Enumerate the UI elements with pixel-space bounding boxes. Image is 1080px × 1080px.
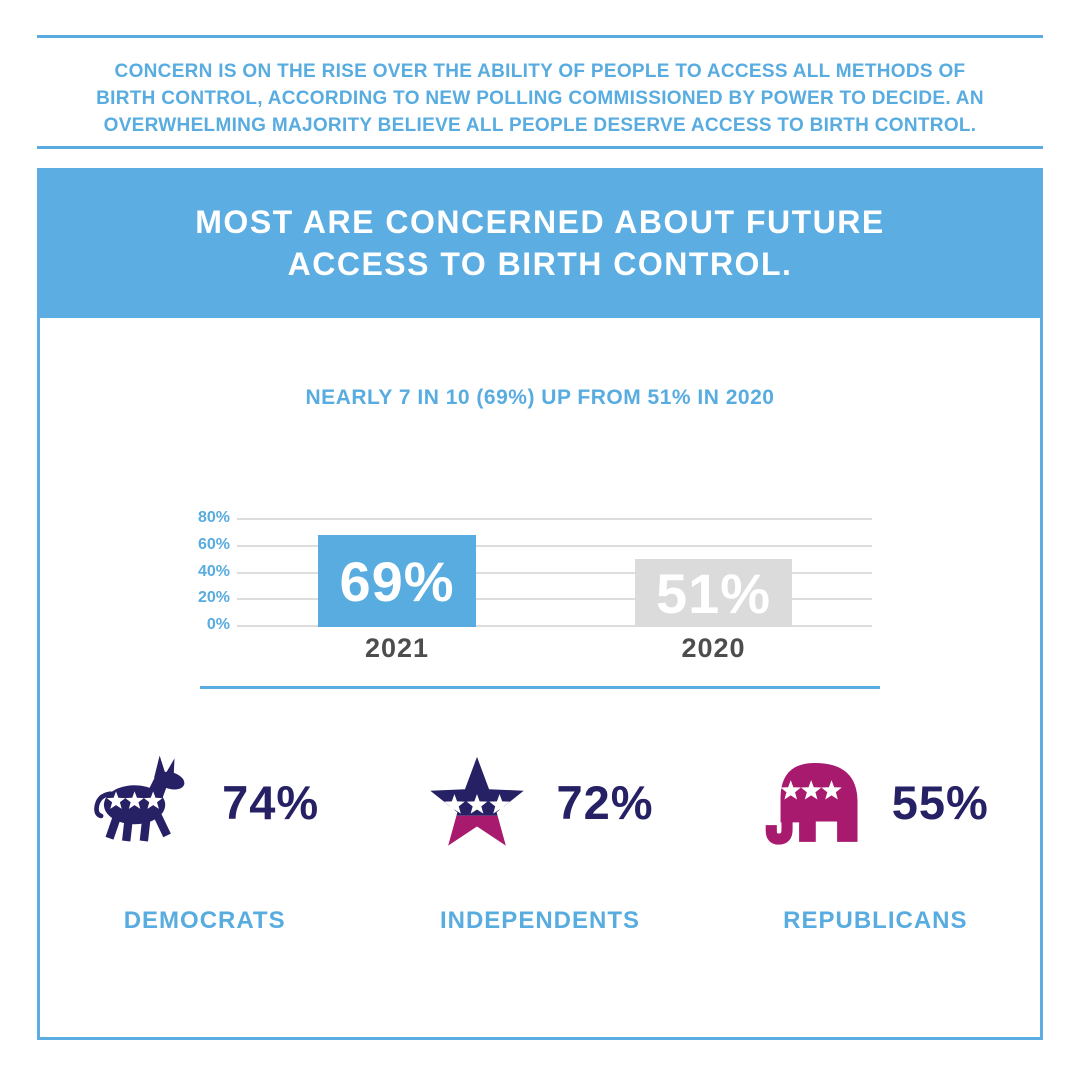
party-democrats: 74% DEMOCRATS	[37, 745, 372, 935]
y-axis-tick-label: 20%	[197, 589, 230, 607]
headline-banner: MOST ARE CONCERNED ABOUT FUTURE ACCESS T…	[37, 168, 1043, 318]
gridline	[237, 598, 872, 601]
y-axis-tick-label: 60%	[197, 535, 230, 553]
y-axis-tick-label: 80%	[197, 509, 230, 526]
bar-2020: 51%	[635, 559, 792, 627]
party-independents: 72% INDEPENDENTS	[372, 745, 707, 935]
chart-subtitle: NEARLY 7 IN 10 (69%) UP FROM 51% IN 2020	[305, 386, 775, 409]
gridline	[237, 571, 872, 574]
chart-bottom-divider	[200, 686, 880, 689]
democrats-percentage: 74%	[222, 775, 320, 829]
intro-line-2: BIRTH CONTROL, ACCORDING TO NEW POLLING …	[96, 88, 984, 109]
y-axis-tick-label: 0%	[206, 616, 230, 633]
independents-label: INDEPENDENTS	[439, 907, 640, 934]
intro-line-1: CONCERN IS ON THE RISE OVER THE ABILITY …	[114, 61, 966, 82]
independents-percentage: 72%	[556, 775, 654, 829]
x-axis-category-label: 2021	[364, 633, 430, 663]
middle-divider-line	[37, 146, 1043, 149]
gridline	[237, 625, 872, 627]
bar-2021: 69%	[318, 535, 476, 627]
republican-elephant-icon	[765, 763, 858, 845]
bar-value-label: 69%	[339, 549, 455, 613]
democrat-donkey-icon	[94, 755, 185, 842]
party-results-row: 74% DEMOCRATS	[37, 745, 1043, 935]
gridline	[237, 518, 872, 520]
party-republicans: 55% REPUBLICANS	[708, 745, 1043, 935]
x-axis-category-label: 2020	[681, 633, 746, 663]
democrats-label: DEMOCRATS	[123, 907, 286, 934]
bar-value-label: 51%	[655, 561, 772, 625]
headline-line-2: ACCESS TO BIRTH CONTROL.	[287, 246, 793, 282]
republicans-label: REPUBLICANS	[783, 907, 968, 934]
headline-line-1: MOST ARE CONCERNED ABOUT FUTURE	[195, 204, 885, 240]
intro-text: CONCERN IS ON THE RISE OVER THE ABILITY …	[40, 58, 1040, 139]
y-axis-tick-label: 40%	[197, 562, 230, 580]
independent-star-icon	[430, 756, 525, 846]
republicans-percentage: 55%	[891, 775, 989, 829]
top-divider-line	[37, 35, 1043, 38]
gridline	[237, 544, 872, 547]
intro-line-3: OVERWHELMING MAJORITY BELIEVE ALL PEOPLE…	[103, 115, 977, 136]
